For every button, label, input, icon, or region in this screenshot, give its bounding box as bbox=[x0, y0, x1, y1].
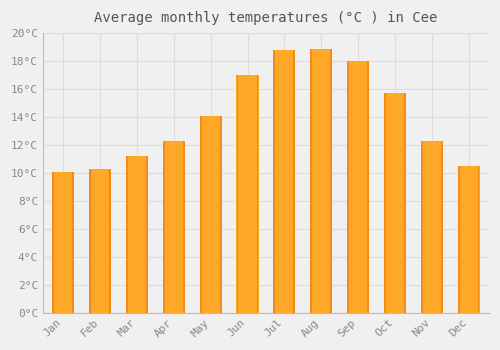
Bar bbox=[310, 49, 332, 313]
Bar bbox=[458, 166, 479, 313]
Bar bbox=[146, 156, 148, 313]
Bar bbox=[162, 141, 185, 313]
Bar bbox=[384, 93, 386, 313]
Bar bbox=[256, 75, 258, 313]
Bar bbox=[183, 141, 184, 313]
Bar bbox=[404, 93, 406, 313]
Title: Average monthly temperatures (°C ) in Cee: Average monthly temperatures (°C ) in Ce… bbox=[94, 11, 438, 25]
Bar bbox=[330, 49, 332, 313]
Bar bbox=[347, 61, 349, 313]
Bar bbox=[126, 156, 128, 313]
Bar bbox=[126, 156, 148, 313]
Bar bbox=[89, 169, 111, 313]
Bar bbox=[274, 50, 295, 313]
Bar bbox=[52, 172, 74, 313]
Bar bbox=[458, 166, 460, 313]
Bar bbox=[52, 172, 54, 313]
Bar bbox=[274, 50, 276, 313]
Bar bbox=[72, 172, 74, 313]
Bar bbox=[236, 75, 238, 313]
Bar bbox=[220, 116, 222, 313]
Bar bbox=[420, 141, 443, 313]
Bar bbox=[109, 169, 111, 313]
Bar bbox=[163, 141, 165, 313]
Bar bbox=[421, 141, 422, 313]
Bar bbox=[478, 166, 480, 313]
Bar bbox=[200, 116, 222, 313]
Bar bbox=[200, 116, 202, 313]
Bar bbox=[384, 93, 406, 313]
Bar bbox=[347, 61, 369, 313]
Bar bbox=[294, 50, 295, 313]
Bar bbox=[367, 61, 369, 313]
Bar bbox=[310, 49, 312, 313]
Bar bbox=[441, 141, 442, 313]
Bar bbox=[236, 75, 258, 313]
Bar bbox=[89, 169, 91, 313]
